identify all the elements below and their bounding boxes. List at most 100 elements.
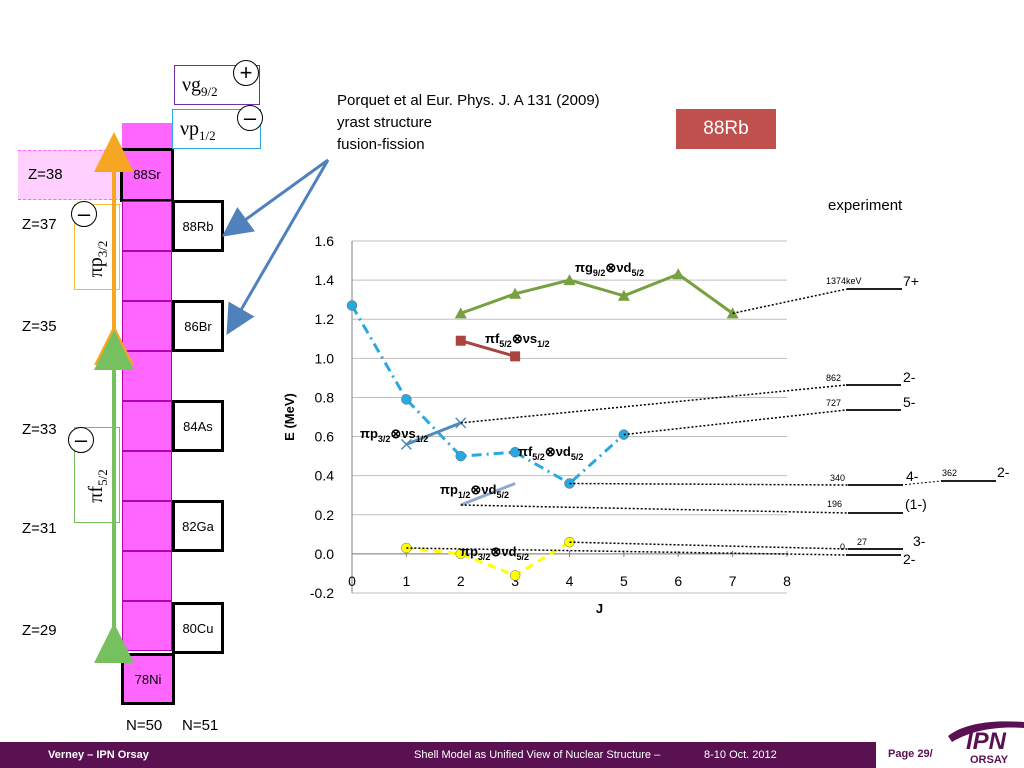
nucleus-label: 88Sr [133, 167, 161, 182]
y-tick-label: 0.0 [315, 546, 335, 562]
parity-minus-icon: – [68, 427, 94, 453]
data-point [455, 548, 466, 560]
x-tick-label: 1 [402, 573, 410, 589]
series-label-sub: 5/2 [632, 268, 645, 278]
series-label-sub: 1/2 [537, 339, 550, 349]
nucleus-badge: 88Rb [676, 109, 776, 149]
series-line [406, 540, 571, 578]
correspondence-line [460, 384, 847, 424]
x-tick-label: 6 [674, 573, 682, 589]
orbital-sub: 1/2 [199, 128, 216, 143]
orbital-box-p12 [172, 109, 261, 149]
n-label: N=50 [126, 717, 163, 734]
data-point [563, 274, 576, 286]
x-tick-label: 2 [457, 573, 465, 589]
series-line [460, 339, 516, 358]
correspondence-line [569, 541, 849, 550]
orbital-sub: 9/2 [201, 84, 218, 99]
parity-minus-icon: – [237, 105, 263, 131]
series-label-sub: 3/2 [478, 552, 491, 562]
series-line [350, 304, 625, 486]
series-label-sub: 1/2 [458, 490, 471, 500]
citation-line: yrast structure [337, 114, 433, 131]
orbital-symbol: ν [180, 118, 190, 140]
series-label-sub: 5/2 [517, 552, 530, 562]
y-tick-label: -0.2 [310, 585, 334, 601]
orbital-label-g92: νg9/2 [182, 74, 218, 100]
level-spin-label: (1-) [905, 496, 927, 512]
level-spin-label: 2- [903, 551, 916, 567]
nucleus-label: 86Br [184, 319, 212, 334]
nucleus-80cu: 80Cu [172, 602, 224, 654]
level-energy-label: 362 [942, 468, 957, 478]
y-tick-label: 1.2 [315, 311, 335, 327]
data-point [509, 446, 521, 458]
series-label-base: πg [575, 260, 593, 275]
orbital-base: g [191, 74, 202, 96]
series-label: πp1/2⊗νd5/2 [440, 482, 509, 500]
y-tick-label: 0.4 [315, 468, 335, 484]
y-tick-label: 1.0 [315, 350, 335, 366]
series-line [405, 421, 462, 446]
series-label: πp3/2⊗νd5/2 [460, 544, 529, 562]
logo-text-top: IPN [966, 728, 1007, 755]
parity-plus-icon: + [233, 60, 259, 86]
footer-title: Shell Model as Unified View of Nuclear S… [414, 749, 661, 761]
data-point [510, 351, 521, 362]
x-tick-label: 0 [348, 573, 356, 589]
series-label-sub: 9/2 [593, 268, 606, 278]
series-label-sub: 3/2 [378, 434, 391, 444]
level-energy-label: 27 [857, 537, 867, 547]
series-label-sub: 5/2 [497, 490, 510, 500]
data-point [672, 268, 685, 280]
x-tick-label: 3 [511, 573, 519, 589]
series-label-mid: ⊗νd [470, 482, 496, 497]
nucleus-84as: 84As [172, 400, 224, 452]
data-point [617, 289, 630, 301]
series-label-mid: ⊗νd [545, 444, 571, 459]
data-point [346, 300, 358, 311]
z-label: Z=31 [22, 520, 57, 537]
z-label: Z=37 [22, 216, 57, 233]
level-energy-label: 862 [826, 373, 841, 383]
y-axis-title: E (MeV) [282, 393, 297, 441]
energy-chart: -0.2 0.0 0.2 0.4 0.6 0.8 1.0 1.2 1.4 1.6 0 1 2 3 4 5 6 7 8… [282, 233, 1010, 616]
x-tick-label: 8 [783, 573, 791, 589]
level-spin-label: 3- [913, 533, 926, 549]
level-spin-label: 5- [903, 394, 916, 410]
level-spin-label: 2- [903, 369, 916, 385]
series-line [460, 272, 734, 315]
data-point [400, 438, 412, 450]
x-tick-label: 5 [620, 573, 628, 589]
correspondence-line [569, 482, 849, 486]
footer-date: 8-10 Oct. 2012 [704, 749, 777, 761]
reference-citation: Porquet et al Eur. Phys. J. A 131 (2009)… [337, 90, 600, 156]
series-label-mid: ⊗νd [605, 260, 631, 275]
ipn-logo: IPN ORSAY [946, 716, 1024, 768]
nucleus-label: 78Ni [134, 672, 162, 687]
level-spin-label: 7+ [903, 273, 919, 289]
level-energy-label: 196 [827, 499, 842, 509]
citation-line: fusion-fission [337, 136, 425, 153]
y-tick-label: 0.6 [315, 429, 335, 445]
pointer-arrow [226, 159, 330, 335]
experiment-heading: experiment [828, 197, 903, 214]
orbital-arrows [94, 132, 330, 663]
data-point [509, 287, 522, 299]
series-label-mid: ⊗νd [490, 544, 516, 559]
nucleus-82ga: 82Ga [172, 500, 224, 552]
orbital-label-p12: νp1/2 [180, 118, 216, 144]
level-spin-label: 2- [997, 464, 1010, 480]
y-tick-label: 0.2 [315, 507, 335, 523]
y-tick-label: 0.8 [315, 389, 335, 405]
series-label-base: πf [518, 444, 533, 459]
level-energy-label: 340 [830, 473, 845, 483]
series-label: πf5/2⊗νd5/2 [518, 444, 583, 462]
level-energy-label: 0 [840, 542, 845, 552]
parity-minus-icon: – [71, 201, 97, 227]
series-label-base: πp [360, 426, 378, 441]
x-tick-label: 7 [729, 573, 737, 589]
correspondence-line [900, 480, 942, 486]
z-label: Z=35 [22, 318, 57, 335]
data-point [401, 394, 412, 405]
